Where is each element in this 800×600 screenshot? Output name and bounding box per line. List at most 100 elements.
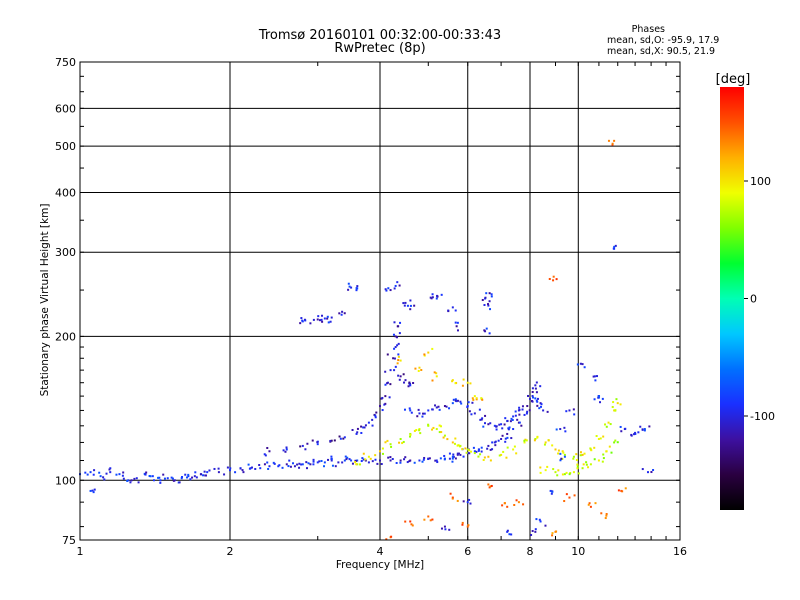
phases-o-stats: mean, sd,O: -95.9, 17.9: [607, 35, 719, 46]
data-point: [208, 469, 211, 472]
data-point: [529, 397, 531, 400]
data-point: [487, 483, 490, 486]
data-point: [399, 321, 402, 324]
data-point: [607, 139, 610, 142]
data-point: [384, 395, 387, 398]
data-point: [483, 304, 486, 307]
data-point: [398, 284, 401, 287]
data-point: [437, 405, 440, 408]
data-point: [339, 437, 342, 440]
data-point: [408, 407, 411, 410]
data-point: [491, 441, 494, 444]
data-point: [431, 518, 434, 521]
data-point: [509, 420, 512, 423]
data-point: [648, 425, 651, 428]
data-point: [575, 453, 578, 456]
data-point: [477, 455, 480, 458]
data-point: [513, 445, 516, 448]
data-point: [576, 465, 579, 468]
phases-heading: Phases: [632, 24, 665, 35]
data-point: [480, 397, 483, 400]
data-point: [356, 285, 359, 288]
data-point: [455, 325, 458, 328]
data-point: [524, 438, 527, 441]
data-point: [420, 368, 423, 371]
data-point: [451, 441, 454, 444]
data-point: [466, 406, 469, 409]
data-point: [588, 502, 591, 505]
data-point: [452, 398, 455, 401]
data-point: [563, 473, 566, 476]
data-point: [92, 473, 95, 476]
data-point: [360, 460, 363, 463]
data-point: [263, 453, 266, 456]
data-point: [387, 287, 390, 290]
data-point: [526, 410, 529, 413]
data-point: [340, 313, 343, 316]
y-tick-label: 200: [55, 330, 76, 343]
data-point: [443, 405, 446, 408]
data-point: [435, 375, 438, 378]
data-point: [602, 453, 605, 456]
data-point: [475, 450, 478, 453]
data-point: [534, 387, 537, 390]
data-point: [504, 437, 507, 440]
data-point: [217, 467, 220, 470]
data-point: [557, 449, 560, 452]
data-point: [399, 461, 402, 464]
data-point: [531, 530, 534, 533]
data-point: [546, 410, 549, 413]
data-point: [396, 281, 399, 284]
data-point: [307, 462, 310, 465]
data-point: [241, 469, 244, 472]
data-point: [312, 463, 315, 466]
data-point: [595, 435, 598, 438]
data-point: [510, 437, 513, 440]
data-point: [84, 471, 87, 474]
data-point: [440, 527, 443, 530]
data-point: [531, 390, 534, 393]
data-point: [423, 412, 426, 415]
data-point: [616, 441, 619, 444]
data-point: [435, 428, 438, 431]
data-point: [508, 533, 511, 536]
data-point: [565, 410, 568, 413]
data-point: [489, 459, 492, 462]
data-point: [429, 519, 432, 522]
data-point: [385, 538, 388, 541]
data-point: [506, 530, 509, 533]
data-point: [351, 462, 354, 465]
data-point: [178, 481, 181, 484]
data-point: [404, 456, 407, 459]
data-point: [470, 450, 473, 453]
data-point: [312, 318, 315, 321]
data-point: [518, 408, 521, 411]
data-point: [506, 505, 509, 508]
data-point: [503, 423, 506, 426]
data-point: [189, 478, 192, 481]
data-point: [329, 439, 332, 442]
data-point: [549, 489, 552, 492]
data-point: [264, 454, 267, 457]
data-point: [379, 459, 381, 462]
data-point: [440, 431, 443, 434]
data-point: [427, 458, 430, 461]
data-point: [316, 443, 319, 446]
data-point: [381, 409, 384, 412]
data-point: [475, 398, 478, 401]
data-point: [456, 452, 459, 455]
data-point: [323, 461, 326, 464]
axes: 1 2 4 6 8 10 16 75 100 200 300 400 500 600 750: [55, 56, 687, 558]
data-point: [380, 463, 383, 466]
data-point: [338, 435, 341, 438]
data-point: [115, 473, 118, 476]
data-point: [397, 355, 400, 358]
data-point: [418, 366, 421, 369]
data-point: [108, 468, 111, 471]
data-point: [398, 378, 401, 381]
data-point: [427, 424, 430, 427]
data-point: [608, 445, 611, 448]
data-point: [589, 505, 592, 508]
data-point: [184, 473, 187, 476]
colorbar-gradient: [720, 87, 744, 510]
